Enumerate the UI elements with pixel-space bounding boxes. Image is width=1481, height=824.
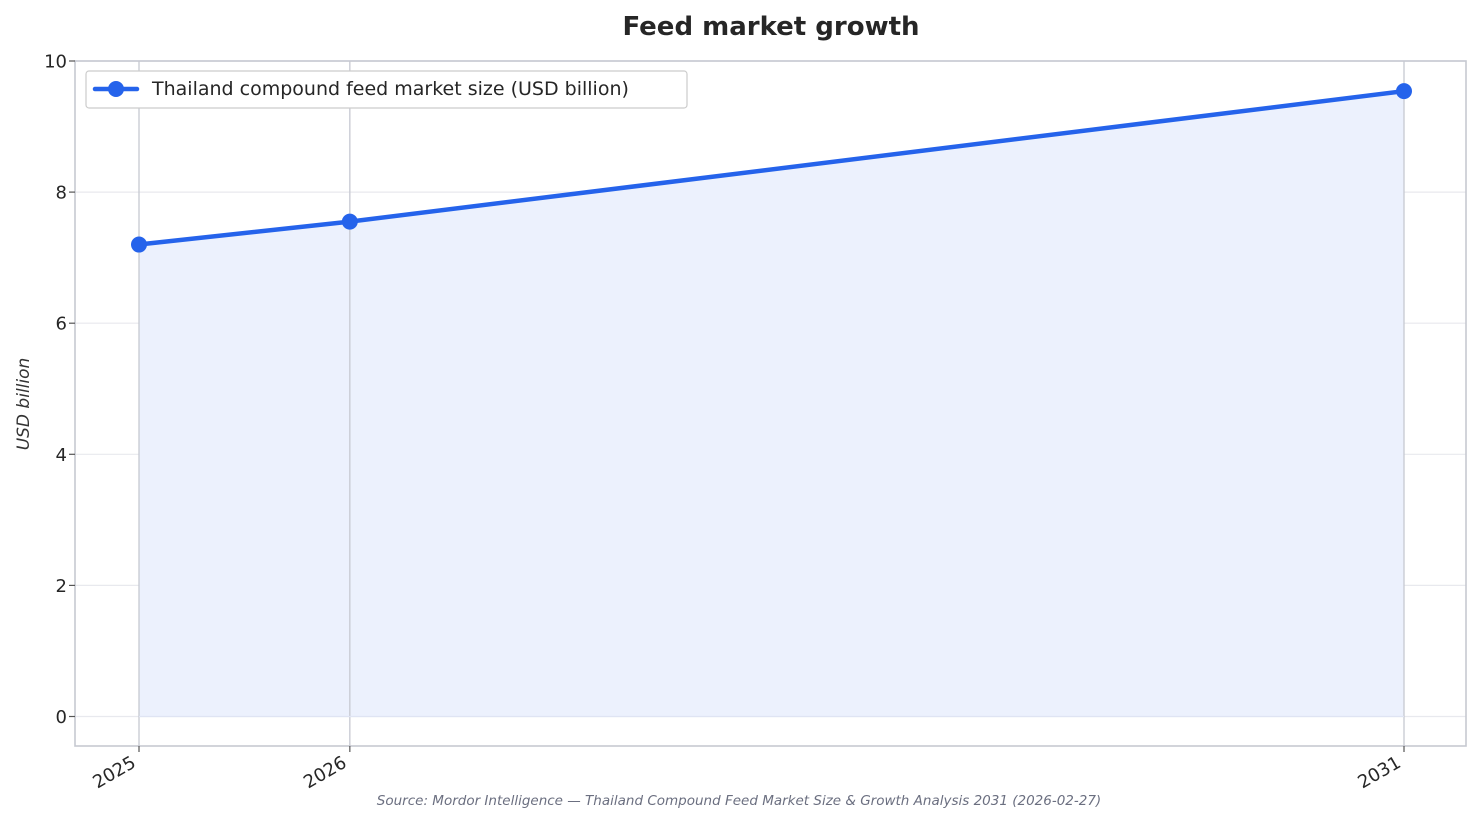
chart-title: Feed market growth	[622, 12, 919, 42]
legend-marker-swatch	[108, 81, 124, 97]
x-axis-ticks: 2025 2026 2031	[89, 746, 1405, 793]
category-lines	[138, 61, 1405, 746]
legend-series-label: Thailand compound feed market size (USD …	[151, 78, 629, 100]
y-axis-ticks: 0 2 4 6 8 10	[44, 52, 75, 728]
legend-box	[85, 70, 688, 109]
x-tick-label-2025: 2025	[89, 752, 139, 793]
y-axis-label: USD billion	[14, 358, 34, 451]
plot-frame	[74, 60, 1467, 747]
data-point-2031	[1396, 83, 1412, 100]
y-tick-label-4: 4	[56, 445, 67, 466]
y-tick-label-10: 10	[44, 52, 67, 73]
y-tick-label-6: 6	[56, 314, 67, 335]
y-tick-label-2: 2	[56, 576, 67, 597]
legend: Thailand compound feed market size (USD …	[85, 70, 688, 109]
source-note: Source: Mordor Intelligence — Thailand C…	[377, 793, 1101, 809]
series-area-fill	[139, 91, 1404, 717]
data-points	[131, 83, 1412, 253]
y-tick-label-8: 8	[56, 183, 67, 204]
data-point-2026	[341, 213, 358, 230]
x-tick-label-2026: 2026	[300, 752, 350, 793]
x-tick-label-2031: 2031	[1354, 752, 1404, 793]
y-tick-label-0: 0	[56, 707, 67, 728]
data-point-2025	[131, 236, 147, 253]
